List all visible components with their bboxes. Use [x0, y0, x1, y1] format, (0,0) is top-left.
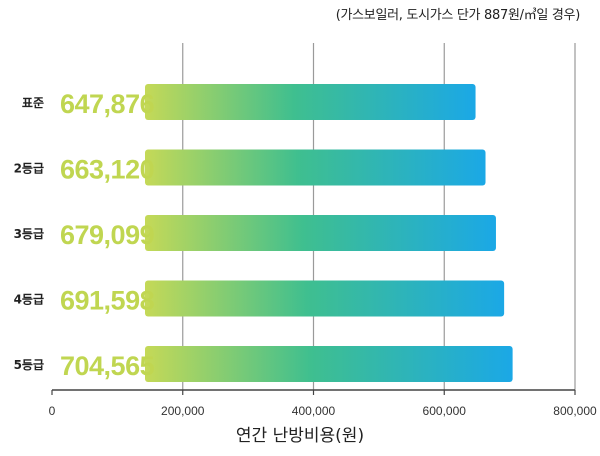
x-tick-label: 400,000 — [292, 404, 336, 418]
x-axis: 0 200,000 400,000 600,000 800,000 — [49, 389, 597, 418]
chart-subtitle: (가스보일러, 도시가스 단가 887원/㎥일 경우) — [335, 8, 581, 23]
x-tick-label: 200,000 — [161, 404, 205, 418]
x-tick-label: 600,000 — [423, 404, 467, 418]
data-label: 663,120 — [60, 155, 154, 185]
bar — [145, 280, 505, 317]
category-label: 5등급 — [14, 358, 44, 372]
x-axis-title: 연간 난방비용(원) — [235, 426, 365, 446]
bar — [145, 346, 513, 382]
category-label: 4등급 — [14, 293, 44, 307]
category-label: 표준 — [22, 96, 44, 110]
bar — [145, 84, 476, 120]
bar — [145, 149, 486, 186]
x-tick-label: 0 — [49, 404, 56, 418]
category-label: 3등급 — [14, 227, 44, 241]
data-label: 647,876 — [60, 89, 155, 119]
data-label: 691,598 — [60, 286, 155, 316]
bar — [145, 215, 496, 251]
category-label: 2등급 — [14, 162, 44, 176]
x-tick-label: 800,000 — [553, 404, 597, 418]
data-label: 704,565 — [60, 351, 155, 381]
data-label: 679,099 — [60, 220, 155, 250]
bars: 표준 647,876 2등급 663,120 3등급 679,099 4등급 691,598 5… — [14, 84, 513, 382]
